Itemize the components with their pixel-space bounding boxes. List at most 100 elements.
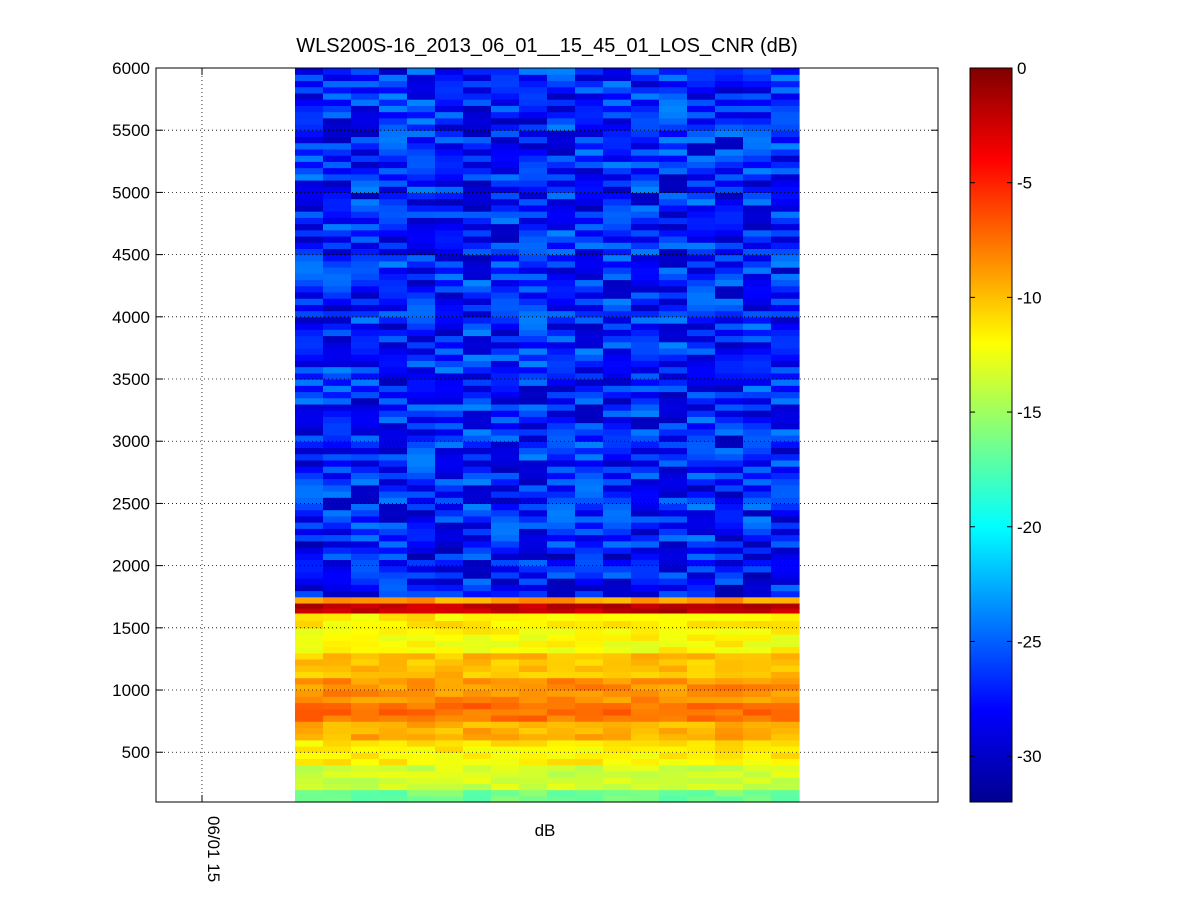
heatmap-cell [407,683,436,691]
heatmap-cell [323,708,352,716]
heatmap-cell [323,80,352,88]
heatmap-cell [407,68,436,75]
heatmap-cell [463,559,492,567]
heatmap-cell [519,111,548,119]
heatmap-cell [687,260,716,268]
heatmap-cell [323,379,352,386]
heatmap-cell [351,192,380,200]
heatmap-cell [659,360,688,368]
heatmap-cell [323,198,352,206]
heatmap-cell [771,534,800,542]
heatmap-cell [519,559,548,567]
heatmap-cell [603,546,632,554]
heatmap-cell [519,478,548,486]
heatmap-cell [631,665,660,672]
heatmap-cell [631,385,660,393]
heatmap-cell [379,242,408,249]
heatmap-cell [323,354,352,361]
heatmap-cell [771,304,800,312]
heatmap-cell [715,148,744,156]
heatmap-cell [435,279,464,287]
heatmap-cell [407,534,436,542]
heatmap-cell [771,298,800,305]
heatmap-cell [715,267,744,274]
heatmap-cell [631,490,660,498]
heatmap-cell [351,242,380,249]
heatmap-cell [631,540,660,548]
heatmap-cell [659,117,688,125]
heatmap-cell [295,167,324,175]
heatmap-cell [463,92,492,100]
heatmap-cell [295,192,324,200]
heatmap-cell [491,646,520,654]
heatmap-cell [295,123,324,131]
heatmap-cell [771,540,800,548]
heatmap-cell [407,192,436,200]
heatmap-cell [659,347,688,355]
heatmap-cell [547,540,576,548]
heatmap-cell [379,620,408,629]
heatmap-cell [323,316,352,324]
heatmap-cell [631,795,660,803]
heatmap-cell [743,453,772,461]
heatmap-cell [659,546,688,554]
heatmap-cell [491,758,520,766]
heatmap-cell [687,366,716,374]
heatmap-cell [743,192,772,200]
heatmap-cell [323,453,352,461]
heatmap-cell [519,360,548,368]
heatmap-cell [575,634,604,641]
heatmap-cell [771,422,800,430]
heatmap-cell [323,646,352,654]
heatmap-cell [519,211,548,218]
heatmap-cell [463,105,492,113]
heatmap-cell [603,267,632,274]
heatmap-cell [659,522,688,529]
heatmap-cell [771,242,800,249]
heatmap-cell [631,323,660,330]
heatmap-cell [547,590,576,598]
heatmap-cell [687,435,716,442]
heatmap-cell [351,447,380,455]
heatmap-cell [407,379,436,386]
heatmap-cell [687,422,716,430]
heatmap-cell [603,696,632,704]
heatmap-cell [575,770,604,778]
heatmap-cell [435,758,464,766]
heatmap-cell [715,677,744,685]
heatmap-cell [715,211,744,218]
heatmap-cell [771,403,800,411]
heatmap-cell [547,571,576,579]
heatmap-cell [463,335,492,343]
heatmap-cell [519,441,548,449]
heatmap-cell [575,447,604,455]
heatmap-cell [715,99,744,106]
heatmap-cell [463,727,492,735]
heatmap-cell [603,316,632,324]
heatmap-cell [295,683,324,691]
heatmap-cell [491,403,520,411]
heatmap-cell [407,739,436,747]
heatmap-cell [491,795,520,803]
heatmap-cell [631,484,660,492]
heatmap-cell [603,472,632,480]
heatmap-cell [323,714,352,722]
heatmap-cell [295,403,324,411]
heatmap-cell [715,198,744,206]
x-axis: 06/01 15 [201,68,223,882]
heatmap-cell [547,764,576,772]
heatmap-cell [743,68,772,75]
heatmap-cell [491,347,520,355]
heatmap-cell [295,86,324,94]
heatmap-cell [323,795,352,803]
heatmap-cell [547,620,576,629]
heatmap-cell [603,279,632,287]
heatmap-cell [743,727,772,735]
heatmap-cell [547,528,576,536]
heatmap-cell [575,640,604,648]
heatmap-cell [379,627,408,635]
heatmap-cell [715,634,744,641]
heatmap-cell [435,714,464,722]
heatmap-cell [323,472,352,480]
heatmap-cell [547,223,576,231]
